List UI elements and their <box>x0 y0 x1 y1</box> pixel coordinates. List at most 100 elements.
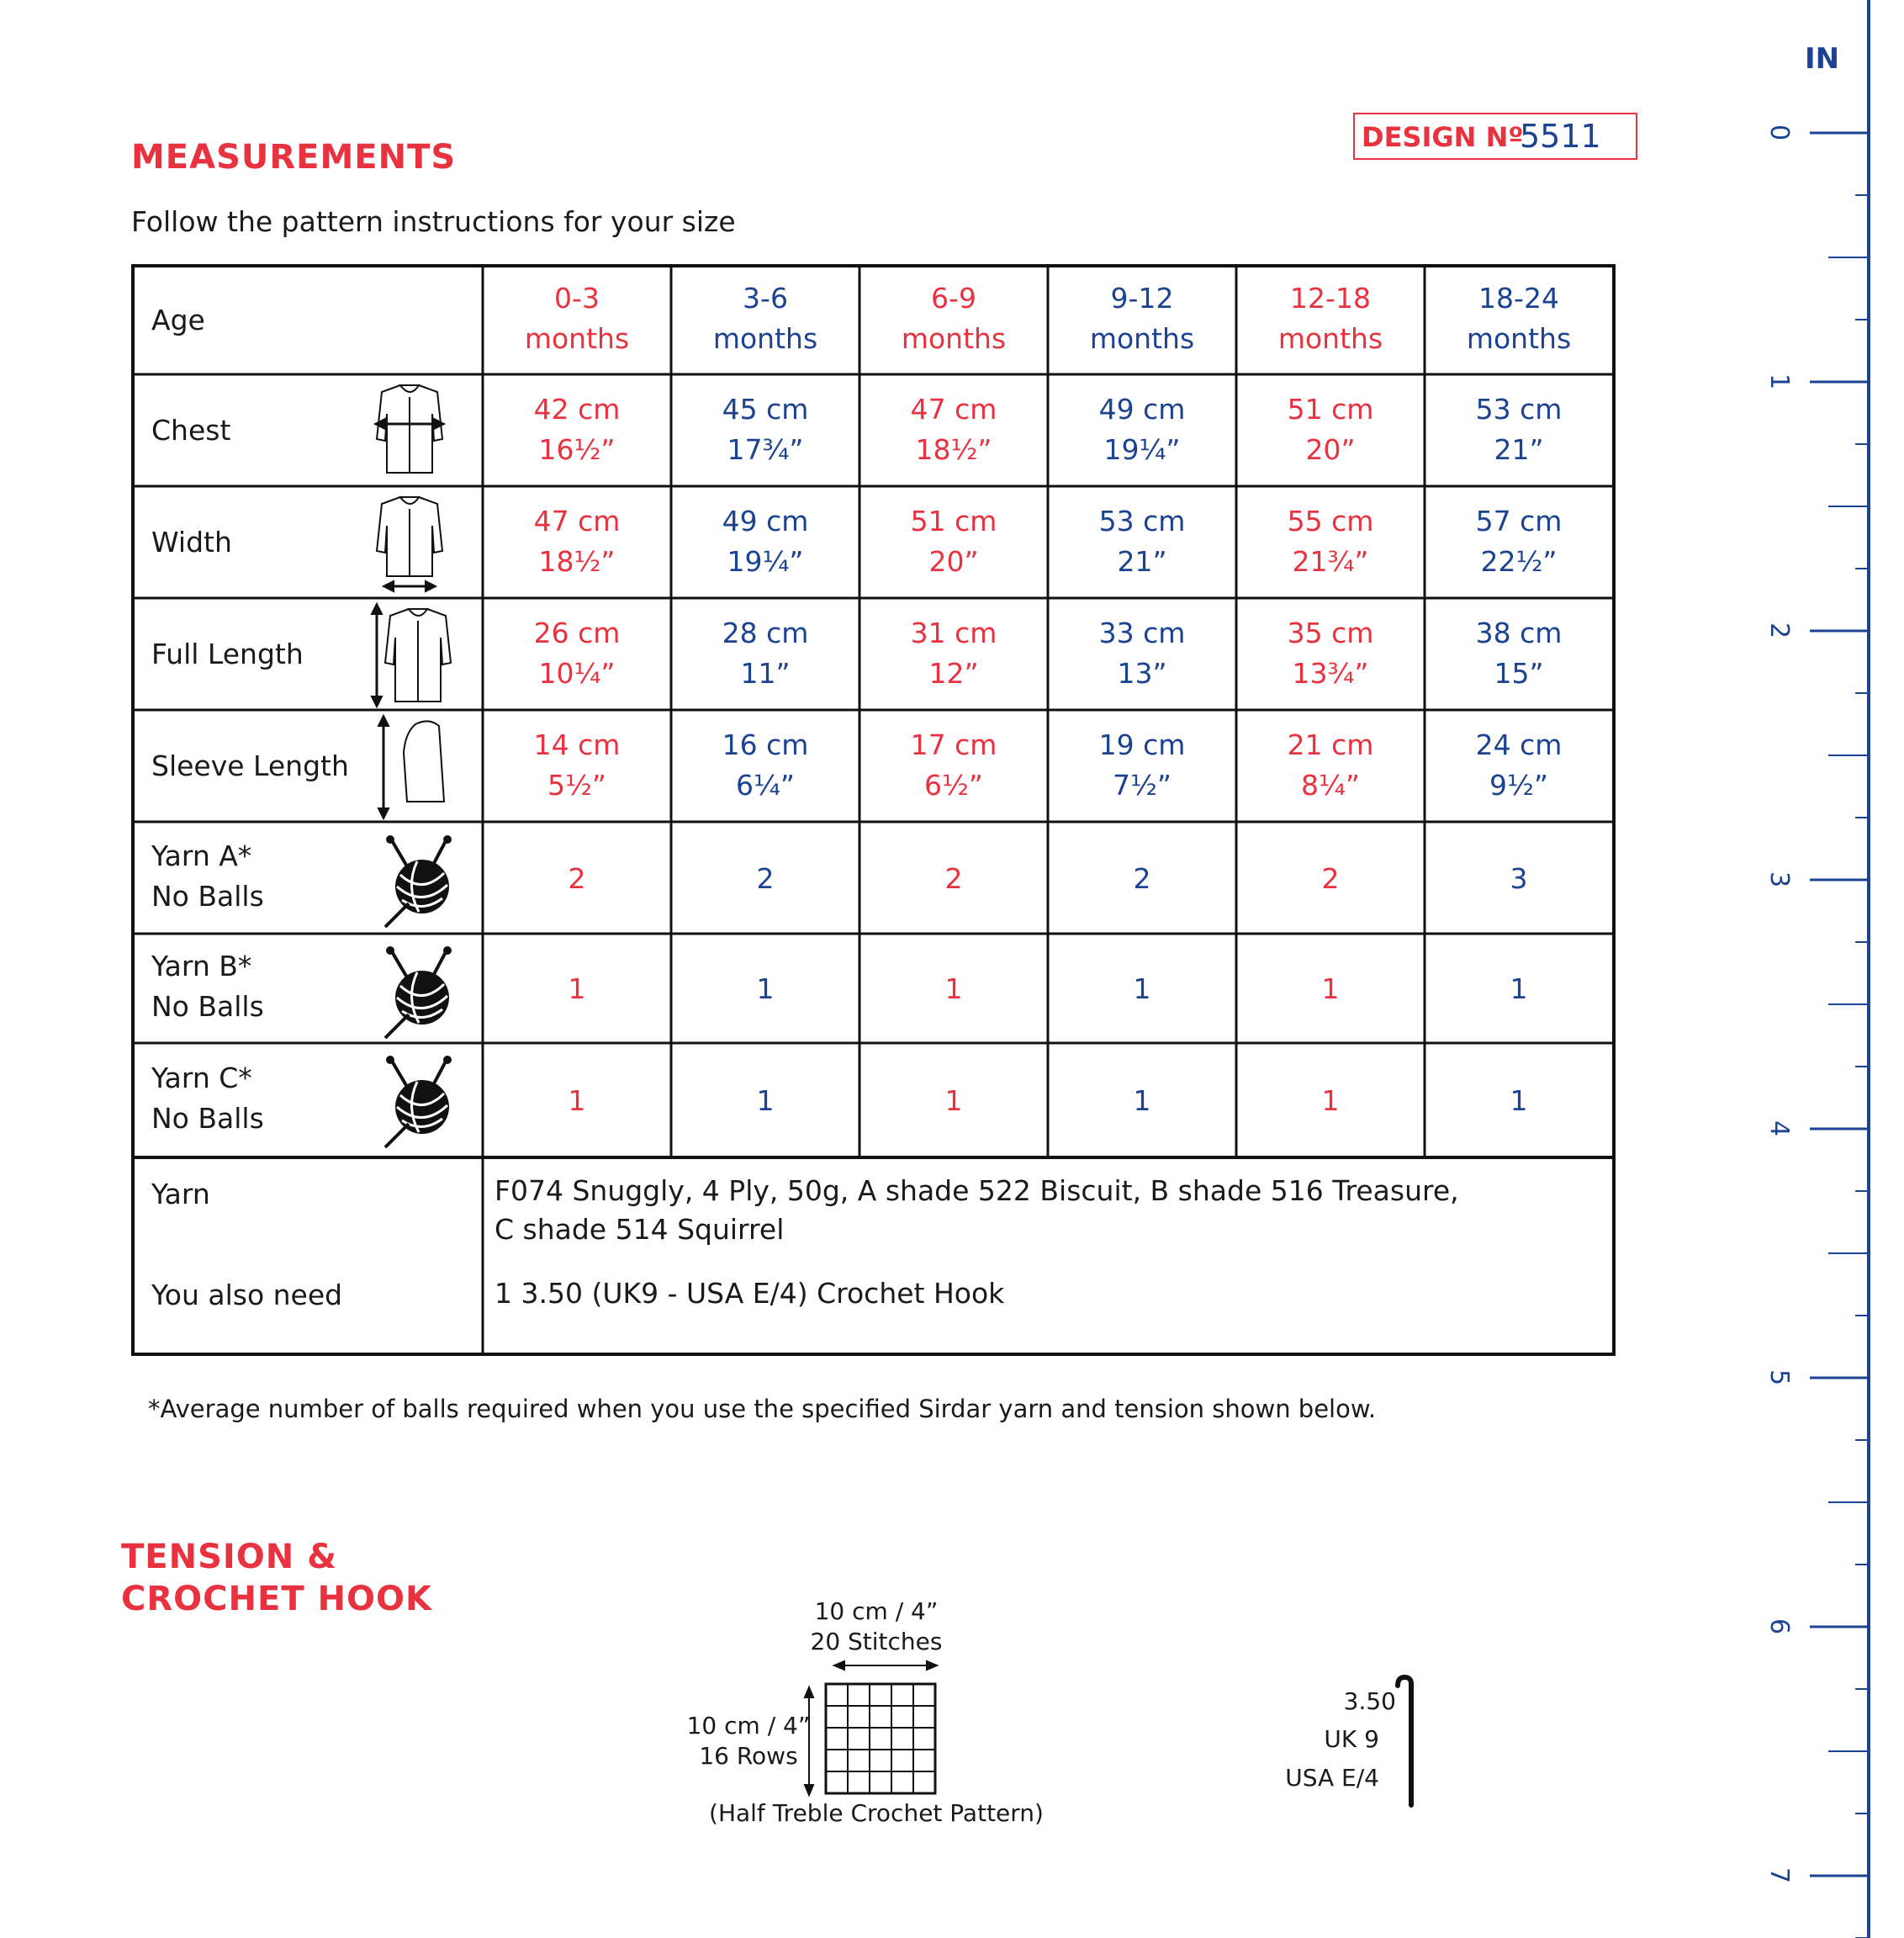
cell-balls: 2 <box>756 861 775 895</box>
cell-cm: 45 cm <box>722 392 809 426</box>
tension-width-label: 10 cm / 4” <box>814 1597 939 1625</box>
cell-inch: 10¼” <box>538 656 616 690</box>
age-range: 18-24 <box>1478 282 1559 315</box>
cell-cm: 47 cm <box>910 392 997 426</box>
cell-cm: 26 cm <box>533 616 621 649</box>
ruler-mark: 6 <box>1764 1618 1795 1635</box>
cardigan-chest-icon <box>373 384 447 474</box>
yarn-ball-icon <box>383 835 452 929</box>
cell-balls: 3 <box>1510 861 1528 895</box>
cell-cm: 55 cm <box>1287 504 1374 537</box>
tension-swatch-icon <box>803 1660 939 1798</box>
cell-inch: 11” <box>740 656 791 690</box>
cell-inch: 21” <box>1494 432 1544 466</box>
also-need-label: You also need <box>151 1279 343 1311</box>
cell-balls: 2 <box>944 861 963 895</box>
cell-inch: 18½” <box>538 544 616 578</box>
cell-cm: 42 cm <box>533 392 621 426</box>
age-unit: months <box>1466 322 1572 355</box>
cell-inch: 20” <box>1305 432 1356 466</box>
design-number: 5511 <box>1520 118 1601 155</box>
age-range: 6-9 <box>931 282 976 315</box>
cell-balls: 1 <box>944 972 963 1005</box>
cell-balls: 1 <box>1510 1084 1528 1117</box>
cell-balls: 1 <box>1133 1084 1151 1117</box>
hook-uk: UK 9 <box>1324 1725 1379 1753</box>
row-label: Full Length <box>151 637 304 670</box>
cell-balls: 1 <box>568 972 586 1005</box>
cell-cm: 47 cm <box>533 504 621 537</box>
cell-balls: 1 <box>756 972 775 1005</box>
cell-inch: 15” <box>1494 656 1544 690</box>
cell-cm: 17 cm <box>910 728 997 761</box>
cell-inch: 18½” <box>915 432 992 466</box>
ruler-mark: 1 <box>1764 373 1795 390</box>
cell-inch: 17¾” <box>727 432 804 466</box>
cell-inch: 21” <box>1117 544 1167 578</box>
tension-height-label: 10 cm / 4” <box>686 1712 811 1739</box>
inch-ruler <box>1810 0 1870 1938</box>
age-unit: months <box>901 322 1007 355</box>
design-number-box: DESIGN Nº 5511 <box>1353 113 1637 160</box>
cell-inch: 22½” <box>1480 544 1558 578</box>
ruler-unit: IN <box>1805 42 1840 76</box>
cell-inch: 13¾” <box>1292 656 1369 690</box>
cell-cm: 33 cm <box>1098 616 1186 649</box>
table-grid <box>131 264 1616 1356</box>
ruler-mark: 0 <box>1764 124 1795 141</box>
cell-balls: 1 <box>1510 972 1528 1005</box>
row-label-sub: No Balls <box>151 879 264 913</box>
cell-cm: 53 cm <box>1475 392 1563 426</box>
cell-cm: 38 cm <box>1475 616 1563 649</box>
age-range: 3-6 <box>743 282 788 315</box>
cell-inch: 5½” <box>547 768 607 802</box>
ruler-mark: 3 <box>1764 871 1795 888</box>
hook-size: 3.50 <box>1343 1687 1396 1715</box>
cardigan-length-icon <box>370 601 452 709</box>
yarn-label: Yarn <box>151 1178 210 1210</box>
row-label: Yarn B* <box>151 950 252 982</box>
crochet-hook-icon <box>1395 1674 1414 1808</box>
footnote: *Average number of balls required when y… <box>148 1395 1377 1423</box>
cardigan-width-icon <box>375 496 444 593</box>
cell-inch: 9½” <box>1489 768 1549 802</box>
cell-cm: 57 cm <box>1475 504 1563 537</box>
row-label-sub: No Balls <box>151 1102 264 1135</box>
design-label: DESIGN Nº <box>1362 121 1524 153</box>
cell-cm: 21 cm <box>1287 728 1374 761</box>
age-unit: months <box>524 322 630 355</box>
age-range: 9-12 <box>1110 282 1174 315</box>
measurements-subtitle: Follow the pattern instructions for your… <box>131 205 736 238</box>
cell-inch: 21¾” <box>1292 544 1369 578</box>
ruler-mark: 7 <box>1764 1867 1795 1884</box>
cell-inch: 19¼” <box>1103 432 1181 466</box>
cell-cm: 24 cm <box>1475 728 1563 761</box>
tension-title: TENSION & CROCHET HOOK <box>121 1536 432 1620</box>
age-unit: months <box>1277 322 1383 355</box>
tension-rows-label: 16 Rows <box>699 1742 798 1770</box>
cell-cm: 51 cm <box>910 504 997 537</box>
ruler-mark: 4 <box>1764 1120 1795 1137</box>
cell-balls: 1 <box>944 1084 963 1117</box>
age-unit: months <box>1089 322 1195 355</box>
cell-inch: 7½” <box>1112 768 1172 802</box>
cell-inch: 19¼” <box>727 544 804 578</box>
cell-cm: 49 cm <box>1098 392 1186 426</box>
row-label: Age <box>151 303 205 336</box>
ruler-mark: 5 <box>1764 1369 1795 1386</box>
cell-balls: 1 <box>1321 1084 1340 1117</box>
yarn-description-line2: C shade 514 Squirrel <box>495 1213 785 1246</box>
cell-balls: 1 <box>756 1084 775 1117</box>
row-label: Sleeve Length <box>151 749 349 782</box>
cell-inch: 12” <box>928 656 979 690</box>
cell-balls: 1 <box>568 1084 586 1117</box>
measurements-table: Age Chest Width Full Length Sleeve Length Yar… <box>131 264 1641 1376</box>
tension-title-line1: TENSION & <box>121 1538 338 1576</box>
row-label-sub: No Balls <box>151 990 264 1023</box>
hook-usa: USA E/4 <box>1285 1764 1379 1792</box>
row-label: Yarn C* <box>151 1062 252 1094</box>
yarn-ball-icon <box>383 1056 452 1149</box>
tension-pattern-label: (Half Treble Crochet Pattern) <box>709 1799 1044 1827</box>
cell-balls: 1 <box>1133 972 1151 1005</box>
cell-cm: 31 cm <box>910 616 997 649</box>
